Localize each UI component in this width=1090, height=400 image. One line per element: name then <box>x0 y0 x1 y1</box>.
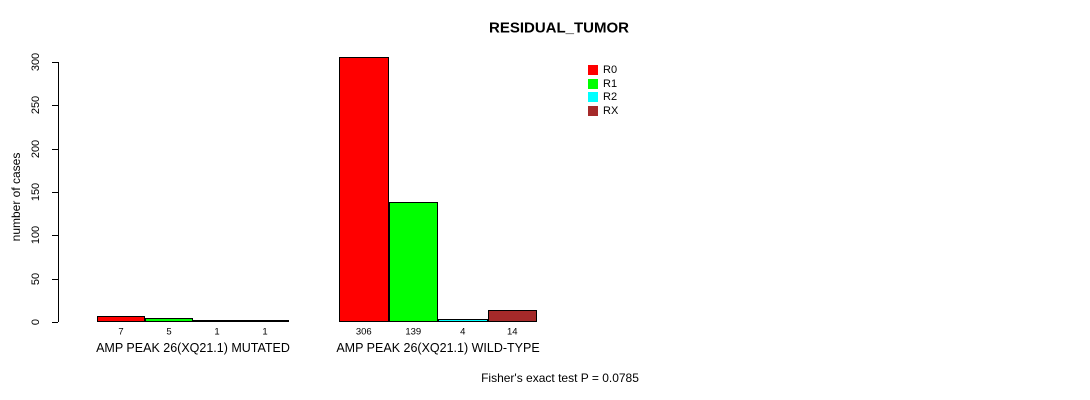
chart-title: RESIDUAL_TUMOR <box>488 19 630 37</box>
y-axis-tick <box>52 105 58 107</box>
y-axis-tick-label: 100 <box>30 226 42 245</box>
y-axis-line <box>58 62 59 322</box>
legend-color-swatch-rx <box>588 105 598 116</box>
legend-color-swatch-r2 <box>588 92 598 102</box>
legend-color-swatch-r1 <box>588 78 598 89</box>
y-axis-tick <box>52 322 58 323</box>
bar-value-label: 306 <box>355 326 372 338</box>
y-axis-title: number of cases <box>9 152 23 242</box>
bar-r2-group1 <box>193 320 241 322</box>
bar-r1-group1 <box>145 317 193 322</box>
legend-item-label: R1 <box>603 77 618 90</box>
bar-value-label: 14 <box>506 326 518 338</box>
legend-color-swatch-r0 <box>588 65 598 75</box>
bar-r2-group2 <box>438 318 488 322</box>
bar-r0-group1 <box>97 315 145 322</box>
bar-rx-group1 <box>241 320 289 322</box>
y-axis-tick-label: 250 <box>30 96 42 115</box>
bar-value-label: 139 <box>405 326 422 338</box>
y-axis-tick <box>52 278 58 280</box>
y-axis-tick-label: 200 <box>30 139 42 158</box>
legend-item-label: RX <box>603 104 619 117</box>
y-axis-tick <box>52 192 58 193</box>
y-axis-tick <box>52 235 58 237</box>
x-axis-category-label-wild-type: AMP PEAK 26(XQ21.1) WILD-TYPE <box>336 341 540 355</box>
bar-value-label: 1 <box>262 326 268 338</box>
bar-value-label: 7 <box>118 326 124 338</box>
bar-value-label: 1 <box>214 326 220 338</box>
bar-value-label: 5 <box>166 326 172 338</box>
y-axis-tick-label: 300 <box>30 52 42 72</box>
bar-value-label: 4 <box>460 326 466 338</box>
y-axis-tick-label: 0 <box>30 318 42 326</box>
x-axis-category-label-mutated: AMP PEAK 26(XQ21.1) MUTATED <box>96 341 290 355</box>
bar-rx-group2 <box>487 309 537 322</box>
pvalue-annotation: Fisher's exact test P = 0.0785 <box>481 371 639 385</box>
legend-item-label: R0 <box>603 64 618 76</box>
bar-r1-group2 <box>388 201 438 322</box>
legend-item-label: R2 <box>603 91 618 103</box>
y-axis-tick <box>52 62 58 63</box>
y-axis-tick <box>52 148 58 150</box>
bar-r0-group2 <box>339 56 389 322</box>
y-axis-tick-label: 50 <box>30 272 42 285</box>
y-axis-tick-label: 150 <box>30 182 42 202</box>
